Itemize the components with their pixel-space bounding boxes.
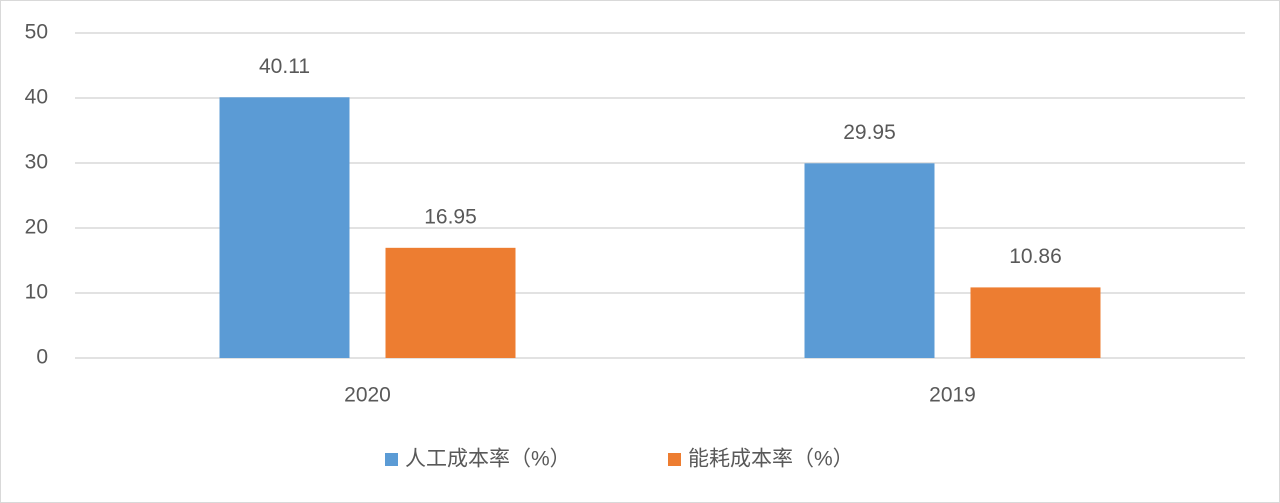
y-tick-label: 50	[25, 21, 48, 44]
y-tick-label: 20	[25, 216, 48, 239]
bar	[385, 247, 516, 358]
legend-label: 能耗成本率（%）	[688, 448, 854, 471]
x-tick-label: 2020	[344, 384, 391, 407]
bar	[219, 97, 350, 358]
data-label: 10.86	[1009, 245, 1062, 268]
legend-label: 人工成本率（%）	[405, 448, 571, 471]
y-tick-label: 30	[25, 151, 48, 174]
y-tick-label: 40	[25, 86, 48, 109]
y-tick-label: 10	[25, 281, 48, 304]
legend-swatch	[668, 453, 681, 466]
y-tick-label: 0	[36, 346, 48, 369]
x-tick-label: 2019	[929, 384, 976, 407]
data-label: 29.95	[843, 121, 896, 144]
legend-swatch	[385, 453, 398, 466]
data-label: 40.11	[259, 55, 310, 78]
data-label: 16.95	[424, 205, 477, 228]
bar	[804, 163, 935, 358]
bar	[970, 287, 1101, 358]
